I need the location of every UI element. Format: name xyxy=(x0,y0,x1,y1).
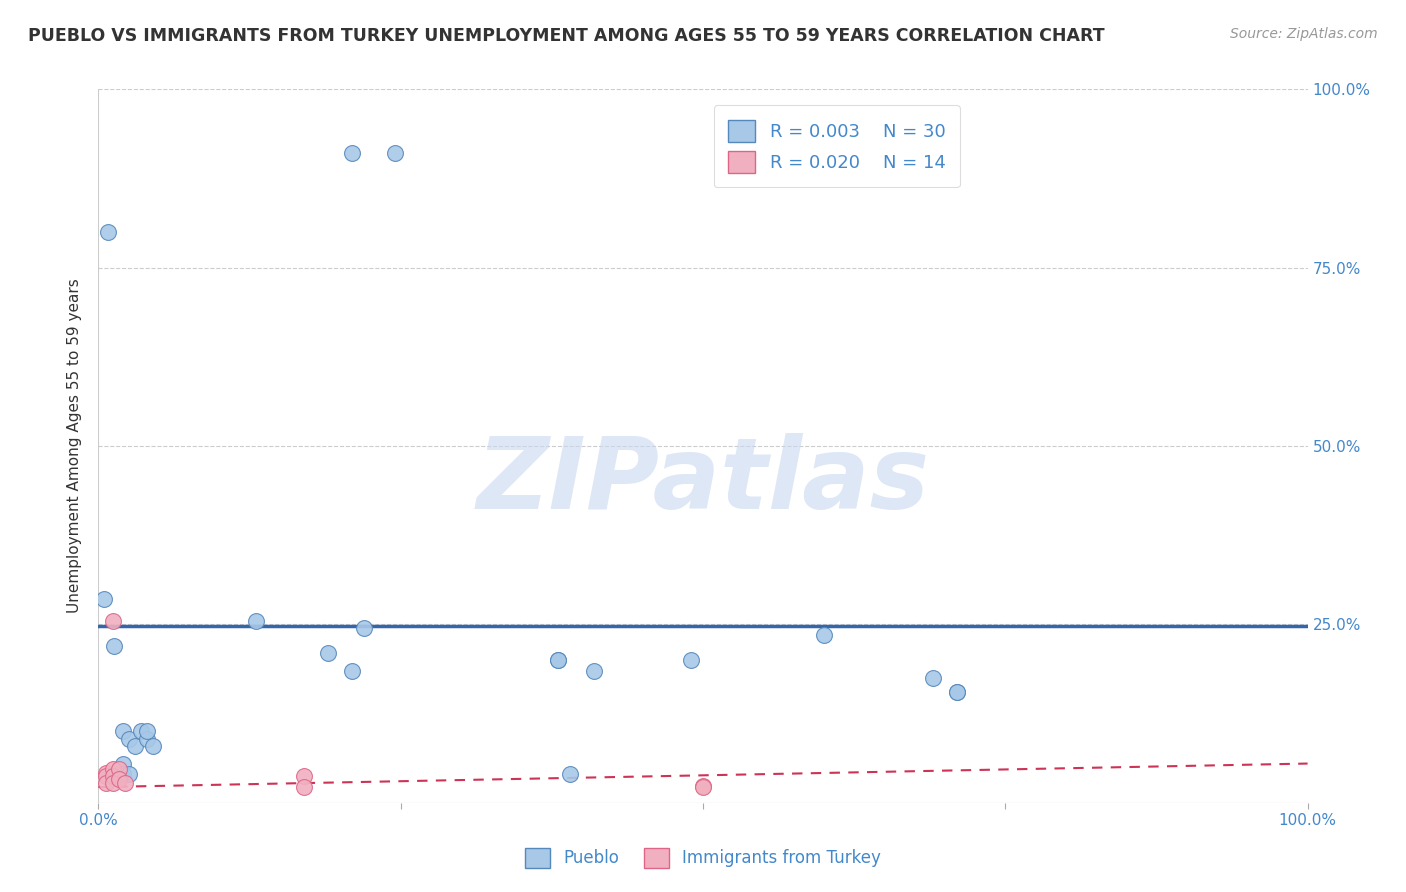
Point xyxy=(108,772,131,786)
Point xyxy=(384,146,406,161)
Text: Source: ZipAtlas.com: Source: ZipAtlas.com xyxy=(1230,27,1378,41)
Point xyxy=(108,767,131,781)
Point xyxy=(103,639,125,653)
Point xyxy=(135,731,157,746)
Point xyxy=(342,664,364,678)
Point xyxy=(547,653,569,667)
Point xyxy=(692,779,714,793)
Point xyxy=(692,780,714,794)
Point xyxy=(129,724,152,739)
Legend: R = 0.003    N = 30, R = 0.020    N = 14: R = 0.003 N = 30, R = 0.020 N = 14 xyxy=(714,105,960,187)
Point xyxy=(292,780,315,794)
Point xyxy=(583,664,606,678)
Point xyxy=(946,685,969,699)
Point xyxy=(558,767,581,781)
Point xyxy=(114,776,136,790)
Point xyxy=(94,765,117,780)
Point xyxy=(111,767,134,781)
Point xyxy=(118,767,141,781)
Point xyxy=(353,621,375,635)
Point xyxy=(679,653,702,667)
Text: PUEBLO VS IMMIGRANTS FROM TURKEY UNEMPLOYMENT AMONG AGES 55 TO 59 YEARS CORRELAT: PUEBLO VS IMMIGRANTS FROM TURKEY UNEMPLO… xyxy=(28,27,1105,45)
Y-axis label: Unemployment Among Ages 55 to 59 years: Unemployment Among Ages 55 to 59 years xyxy=(67,278,83,614)
Point xyxy=(142,739,165,753)
Point xyxy=(103,767,125,781)
Point xyxy=(111,724,134,739)
Point xyxy=(124,739,146,753)
Point xyxy=(135,724,157,739)
Point xyxy=(94,769,117,783)
Point xyxy=(101,769,124,783)
Point xyxy=(316,646,339,660)
Point xyxy=(108,762,131,776)
Point xyxy=(921,671,943,685)
Point xyxy=(101,762,124,776)
Point xyxy=(292,769,315,783)
Point xyxy=(111,756,134,771)
Point xyxy=(118,731,141,746)
Point xyxy=(946,685,969,699)
Point xyxy=(813,628,835,642)
Point xyxy=(547,653,569,667)
Point xyxy=(101,776,124,790)
Point xyxy=(342,146,364,161)
Point xyxy=(101,614,124,628)
Point xyxy=(245,614,267,628)
Point xyxy=(93,592,115,607)
Point xyxy=(94,776,117,790)
Point xyxy=(97,225,120,239)
Legend: Pueblo, Immigrants from Turkey: Pueblo, Immigrants from Turkey xyxy=(519,841,887,875)
Text: ZIPatlas: ZIPatlas xyxy=(477,434,929,530)
